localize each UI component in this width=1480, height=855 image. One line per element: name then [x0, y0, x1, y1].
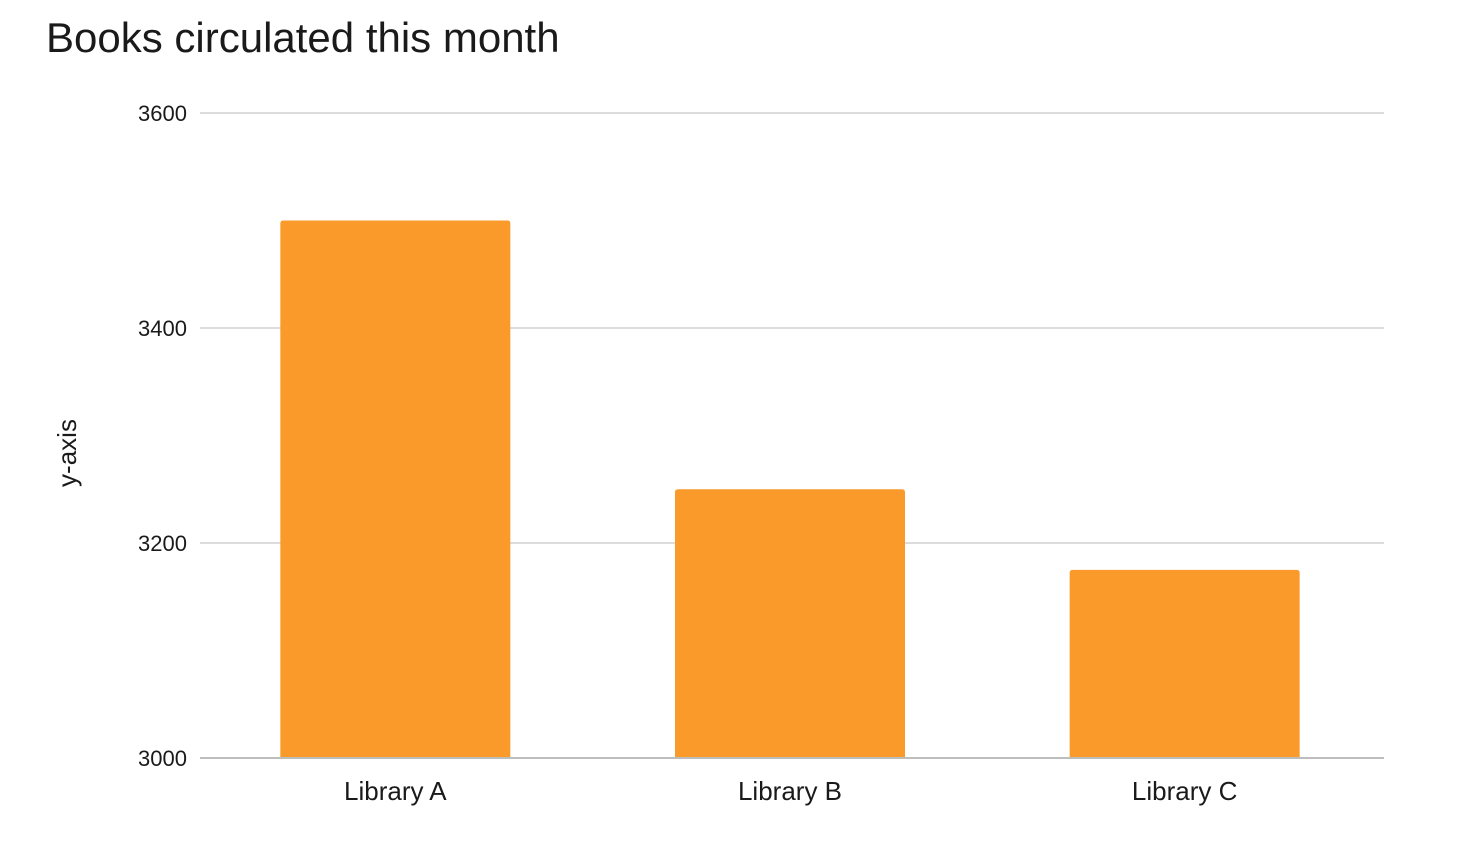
bar-library-c	[1069, 569, 1300, 758]
x-tick-label: Library A	[344, 776, 447, 806]
x-tick-label: Library B	[738, 776, 842, 806]
y-tick-label: 3000	[138, 746, 187, 771]
y-tick-label: 3600	[138, 101, 187, 126]
bar-library-a	[280, 220, 511, 758]
chart-title: Books circulated this month	[46, 14, 560, 61]
bar-library-b	[675, 489, 905, 758]
y-tick-label: 3400	[138, 316, 187, 341]
y-axis-label: y-axis	[52, 419, 82, 487]
y-tick-label: 3200	[138, 531, 187, 556]
x-tick-label: Library C	[1132, 776, 1237, 806]
axes: 3000 3200 3400 3600 Library A Library B Librar…	[138, 101, 1384, 806]
bars	[280, 220, 1300, 758]
